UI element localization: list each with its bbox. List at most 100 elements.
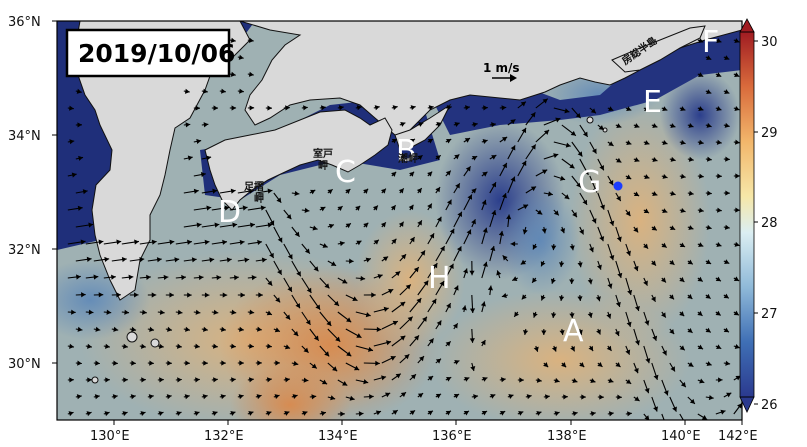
current-vector-head <box>404 354 410 360</box>
current-vector-field <box>67 37 742 420</box>
current-vector-head <box>398 188 404 194</box>
current-vector-head <box>328 223 334 229</box>
current-vector-head <box>634 396 640 402</box>
current-vector-head <box>457 211 463 217</box>
current-vector-head <box>536 377 542 383</box>
current-vector-head <box>608 106 614 112</box>
current-vector-head <box>311 394 317 400</box>
cape-label-muroto: 室戸岬 <box>313 147 333 172</box>
current-vector-head <box>76 88 82 94</box>
current-vector-head <box>240 292 246 298</box>
current-vector-head <box>428 105 434 111</box>
current-vector-head <box>206 155 212 161</box>
current-vector-head <box>597 361 603 367</box>
current-vector-head <box>634 340 640 346</box>
current-vector-head <box>267 343 272 349</box>
current-vector-head <box>491 155 497 160</box>
current-vector-head <box>293 330 299 337</box>
current-vector-head <box>716 344 722 350</box>
current-vector-head <box>521 294 527 300</box>
current-vector-head <box>427 138 434 144</box>
current-vector-head <box>194 411 200 416</box>
current-vector-head <box>467 194 473 200</box>
current-vector-head <box>634 123 640 128</box>
current-vector-head <box>380 188 386 194</box>
current-vector-head <box>185 326 190 332</box>
current-vector-head <box>706 122 712 128</box>
current-vector-head <box>606 313 612 319</box>
current-vector-head <box>725 360 731 366</box>
current-vector-head <box>390 205 396 211</box>
current-vector-head <box>76 274 81 280</box>
current-vector-head <box>86 411 92 417</box>
current-vector-head <box>720 409 726 415</box>
current-vector-head <box>417 220 422 226</box>
current-vector-head <box>633 227 639 233</box>
current-vector-head <box>707 190 712 196</box>
current-vector-head <box>409 237 415 243</box>
current-vector-head <box>452 323 458 329</box>
current-vector-head <box>606 345 612 351</box>
current-vector-head <box>533 346 539 352</box>
current-vector-head <box>501 193 507 199</box>
current-vector-head <box>482 261 488 267</box>
current-vector-head <box>356 240 362 246</box>
current-vector-head <box>581 394 586 400</box>
current-vector-head <box>177 309 183 315</box>
current-vector-head <box>491 122 496 128</box>
current-vector-head <box>688 190 694 196</box>
current-vector-head <box>104 343 110 349</box>
current-vector-head <box>521 127 527 134</box>
current-vector-head <box>98 292 104 298</box>
current-vector-head <box>679 242 686 248</box>
current-vector-head <box>231 343 236 349</box>
current-vector-head <box>151 239 157 245</box>
current-vector-head <box>224 205 230 211</box>
current-vector-head <box>577 329 583 335</box>
current-vector-head <box>287 254 293 260</box>
current-vector-head <box>303 105 308 111</box>
current-vector-head <box>532 312 538 318</box>
current-vector-head <box>391 138 397 144</box>
current-vector-head <box>553 153 559 159</box>
current-vector-head <box>342 278 348 284</box>
current-vector-head <box>698 38 704 43</box>
current-vector-head <box>588 247 594 253</box>
current-vector-head <box>363 222 369 228</box>
current-vector-head <box>447 199 452 205</box>
current-vector-head <box>339 240 345 247</box>
current-vector-head <box>436 320 442 326</box>
current-vector-head <box>212 343 218 349</box>
lat-tick-label: 30°N <box>8 357 41 372</box>
current-vector-head <box>250 222 255 228</box>
current-vector-head <box>69 343 74 349</box>
current-vector-head <box>645 358 651 364</box>
current-vector-head <box>708 394 714 401</box>
current-vector-head <box>734 344 740 350</box>
current-vector-head <box>326 320 332 326</box>
current-vector-head <box>542 98 548 104</box>
current-vector-head <box>375 360 380 366</box>
current-vector-head <box>464 105 470 111</box>
current-vector-head <box>405 284 411 290</box>
current-vector-head <box>349 258 354 264</box>
current-vector-head <box>191 257 197 263</box>
current-vector-head <box>285 314 291 320</box>
current-vector-head <box>582 199 588 205</box>
current-vector-head <box>577 151 583 157</box>
current-vector-head <box>134 239 139 245</box>
current-vector-head <box>608 411 614 417</box>
current-vector-head <box>258 292 263 298</box>
current-vector-head <box>532 244 538 250</box>
current-vector-head <box>446 376 452 382</box>
current-vector-head <box>163 274 169 281</box>
current-vector-head <box>376 326 382 333</box>
current-vector-head <box>706 156 712 162</box>
current-vector-head <box>248 71 254 77</box>
current-vector-head <box>446 105 452 111</box>
current-vector-head <box>332 366 338 372</box>
current-vector-head <box>388 289 394 294</box>
current-vector-head <box>311 363 317 369</box>
current-vector-head <box>313 266 319 272</box>
current-vector-head <box>422 316 427 322</box>
